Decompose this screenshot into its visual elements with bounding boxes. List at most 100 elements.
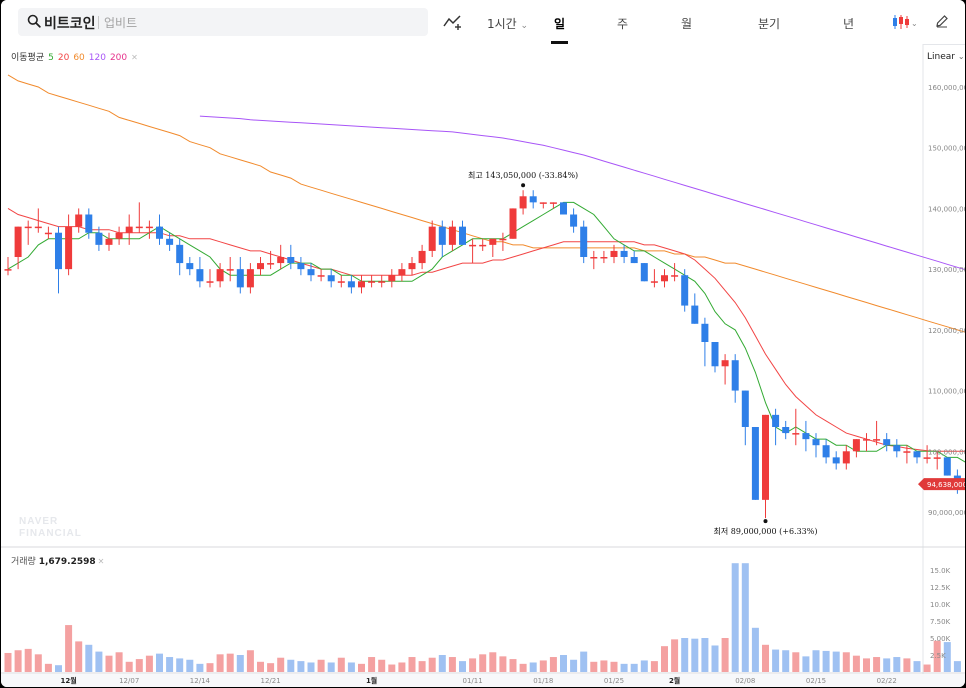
volume-bar (257, 661, 264, 672)
candle-body (499, 238, 507, 241)
candle-body (267, 263, 275, 265)
date-tick-label: 02/08 (735, 677, 755, 685)
date-tick-label: 12/14 (190, 677, 211, 685)
volume-bar (691, 638, 699, 672)
volume-bar (206, 663, 214, 672)
volume-bar (44, 663, 52, 672)
volume-bar (267, 663, 275, 672)
volume-tick-label: 7.50K (930, 618, 951, 626)
tab-quarter[interactable]: 분기 (758, 17, 781, 31)
current-price-badge (918, 478, 965, 491)
volume-bar (196, 663, 204, 672)
scale-mode-select[interactable]: Linear ⌄ (927, 52, 965, 62)
volume-bar (4, 652, 12, 672)
candle-body (842, 451, 850, 464)
volume-bar (34, 654, 42, 672)
candle-body (751, 427, 759, 500)
search-box[interactable]: 비트코인 업비트 (18, 8, 428, 36)
volume-bar (368, 657, 376, 672)
chevron-down-icon: ⌄ (520, 21, 529, 31)
candle-body (176, 244, 184, 264)
volume-bar (246, 650, 254, 672)
candle-body (600, 257, 608, 259)
close-icon[interactable]: ✕ (131, 53, 138, 62)
candle-body (701, 323, 709, 342)
interval-select[interactable]: 1시간 ⌄ (487, 15, 528, 32)
search-icon (27, 14, 41, 28)
candle-body (75, 214, 83, 227)
candle-body (166, 238, 174, 245)
active-tab-indicator (551, 41, 568, 44)
volume-bar (711, 645, 719, 672)
ma-120-label: 120 (88, 53, 106, 63)
close-icon[interactable]: ✕ (97, 557, 105, 566)
price-tick-label: 110,000,000 (928, 388, 965, 396)
candle-body (489, 238, 497, 245)
volume-bar (115, 652, 123, 672)
volume-bar (347, 662, 355, 672)
tab-day[interactable]: 일 (554, 17, 566, 31)
price-tick-label: 150,000,000 (928, 145, 965, 153)
x-axis-bg (1, 674, 965, 687)
candle-body (358, 281, 365, 288)
candle-body (590, 257, 598, 259)
candle-body (620, 250, 628, 257)
ma-5-label: 5 (48, 53, 54, 63)
candle-body (802, 433, 810, 440)
tab-week[interactable]: 주 (617, 17, 629, 31)
volume-bar (24, 648, 32, 672)
candle-body (448, 226, 456, 245)
candle-body (277, 257, 285, 264)
date-tick-label: 01/18 (533, 677, 553, 685)
tab-year[interactable]: 년 (843, 17, 855, 31)
candle-body (681, 275, 689, 306)
ma-20-label: 20 (57, 53, 70, 63)
volume-tick-label: 12.5K (930, 584, 951, 592)
candle-body (852, 439, 860, 452)
candle-body (549, 202, 557, 204)
volume-tick-label: 5.00K (930, 635, 951, 643)
candle-type-icon[interactable]: ⌄ (891, 14, 917, 30)
ma-200-label: 200 (109, 53, 128, 63)
watermark-text: NAVER (19, 516, 58, 527)
candle-body (640, 263, 648, 282)
volume-bar (903, 658, 911, 672)
candle-body (347, 281, 355, 288)
low-marker (763, 519, 768, 524)
volume-label: 거래량 (11, 557, 36, 567)
volume-bar (489, 652, 497, 672)
volume-bar (570, 659, 578, 672)
current-price-tag: 94,638,000 (918, 478, 965, 491)
candle-body (650, 281, 658, 283)
candle-body (236, 269, 244, 288)
price-tick-label: 160,000,000 (928, 84, 965, 92)
volume-bar (287, 659, 295, 672)
candle-body (711, 342, 719, 367)
volume-bar (499, 656, 507, 672)
volume-bar (428, 657, 436, 672)
candle-body (246, 269, 254, 288)
ma-legend-label: 이동평균 (11, 53, 45, 63)
volume-bar (560, 655, 567, 672)
volume-bar (630, 663, 638, 672)
asset-name: 비트코인 (44, 16, 96, 32)
candle-body (156, 226, 163, 239)
candle-body (4, 269, 12, 271)
date-tick-label: 01/11 (463, 677, 483, 685)
candle-body (630, 257, 638, 264)
price-tick-label: 140,000,000 (928, 205, 965, 213)
price-tick-label: 120,000,000 (928, 327, 965, 335)
volume-bar (782, 650, 790, 672)
volume-bar (721, 638, 729, 672)
candle-body (145, 226, 153, 229)
pencil-icon[interactable] (935, 14, 949, 28)
add-indicator-icon[interactable] (442, 13, 464, 31)
search-divider (98, 16, 99, 29)
candle-body (883, 439, 891, 446)
tab-month[interactable]: 월 (681, 17, 693, 31)
high-annotation-label: 최고 (468, 170, 485, 180)
ma120-line (199, 115, 965, 271)
volume-bar (327, 662, 335, 672)
volume-bar (832, 651, 840, 672)
